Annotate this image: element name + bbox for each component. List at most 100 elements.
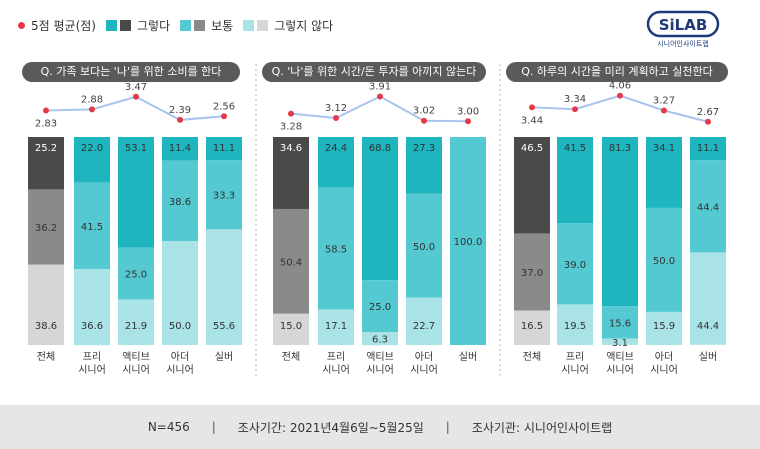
bar-segment-no: [514, 310, 550, 345]
bar-segment-neutral: [362, 280, 398, 333]
category-label: 액티브: [366, 351, 394, 363]
data-label-no: 44.4: [697, 321, 719, 332]
bar-segment-yes: [162, 137, 198, 161]
average-point: [288, 110, 294, 117]
bar-segment-no: [690, 252, 726, 345]
data-label-yes: 24.4: [325, 143, 347, 154]
data-label-neutral: 25.0: [369, 302, 391, 313]
category-label: 시니어: [606, 364, 634, 376]
bar-segment-no: [162, 241, 198, 345]
bar-segment-neutral: [602, 306, 638, 339]
panel-title-1: Q. 가족 보다는 '나'를 위한 소비를 한다: [22, 62, 240, 82]
average-value-label: 3.02: [413, 106, 435, 117]
data-label-neutral: 50.0: [653, 256, 675, 267]
data-label-neutral: 50.0: [413, 242, 435, 253]
legend-average-label: 5점 평균(점): [31, 18, 96, 33]
bar-segment-yes: [118, 137, 154, 248]
bar-segment-neutral: [28, 189, 64, 265]
category-label: 실버: [699, 351, 717, 363]
category-label: 액티브: [606, 351, 634, 363]
data-label-no: 17.1: [325, 321, 347, 332]
bar-segment-no: [646, 311, 682, 345]
bar-segment-neutral: [273, 208, 309, 314]
category-label: 실버: [459, 351, 477, 363]
footer: N=456 | 조사기간: 2021년4월6일~5월25일 | 조사기관: 시니…: [0, 405, 760, 449]
average-point: [465, 118, 471, 125]
data-label-neutral: 37.0: [521, 268, 543, 279]
data-label-neutral: 33.3: [213, 191, 235, 202]
average-point: [705, 118, 711, 125]
average-value-label: 3.00: [457, 106, 479, 117]
logo-subtext: 시니어인사이트랩: [657, 39, 709, 48]
average-point: [661, 107, 667, 114]
category-label: 시니어: [322, 364, 350, 376]
bar-segment-no: [602, 338, 638, 345]
average-value-label: 3.47: [125, 82, 147, 93]
average-value-label: 3.34: [564, 94, 586, 105]
bar-segment-neutral: [646, 207, 682, 312]
data-label-neutral: 58.5: [325, 245, 347, 256]
category-label: 실버: [215, 351, 233, 363]
yes-teal-swatch: [105, 19, 117, 31]
bar-segment-yes: [273, 137, 309, 209]
average-value-label: 3.28: [280, 122, 302, 133]
category-label: 아더: [171, 351, 189, 363]
data-label-neutral: 25.0: [125, 269, 147, 280]
average-point: [377, 93, 383, 100]
no-teal-swatch: [243, 19, 255, 31]
bar-segment-neutral: [74, 182, 110, 270]
average-line: [290, 95, 469, 123]
data-label-yes: 11.4: [169, 143, 191, 154]
category-label: 시니어: [650, 364, 678, 376]
data-label-neutral: 100.0: [454, 237, 483, 248]
average-value-label: 3.44: [521, 115, 543, 126]
data-label-yes: 53.1: [125, 143, 147, 154]
logo-text: SiLAB: [659, 16, 708, 34]
average-point: [177, 116, 183, 123]
bar-segment-yes: [602, 137, 638, 307]
data-label-neutral: 39.0: [564, 260, 586, 271]
average-point: [333, 115, 339, 121]
bar-segment-yes: [28, 137, 64, 190]
data-label-neutral: 41.5: [81, 222, 103, 233]
data-label-neutral: 36.2: [35, 223, 57, 234]
category-label: 프리: [83, 351, 101, 363]
legend-yes-label: 그렇다: [136, 18, 171, 33]
bar-segment-neutral: [318, 187, 354, 310]
category-label: 프리: [327, 351, 345, 363]
category-label: 시니어: [122, 364, 150, 376]
bar-segment-yes: [318, 137, 354, 188]
category-label: 시니어: [78, 364, 106, 376]
bar-segment-yes: [206, 137, 242, 161]
bar-segment-yes: [362, 137, 398, 281]
average-dot-icon: [18, 21, 25, 29]
bar-segment-yes: [514, 137, 550, 234]
bar-segment-neutral: [162, 160, 198, 241]
category-label: 전체: [37, 351, 55, 363]
panel-title-2: Q. '나'를 위한 시간/돈 투자를 아끼지 않는다: [262, 62, 486, 82]
data-label-no: 55.6: [213, 321, 235, 332]
data-label-yes: 68.8: [369, 143, 391, 154]
average-value-label: 4.06: [609, 81, 631, 92]
average-value-label: 3.27: [653, 96, 675, 107]
data-label-yes: 34.6: [280, 143, 302, 154]
category-label: 프리: [566, 351, 584, 363]
average-value-label: 2.83: [35, 119, 57, 130]
data-label-no: 15.0: [280, 321, 302, 332]
data-label-yes: 25.2: [35, 143, 57, 154]
average-value-label: 3.91: [369, 81, 391, 92]
data-label-yes: 34.1: [653, 143, 675, 154]
average-line: [531, 94, 709, 123]
footer-separator: |: [211, 420, 216, 434]
average-value-label: 3.12: [325, 103, 347, 114]
data-label-no: 3.1: [612, 338, 628, 349]
average-point: [421, 117, 427, 124]
panel-title-3: Q. 하루의 시간을 미리 계획하고 실천한다: [506, 62, 728, 82]
data-label-neutral: 44.4: [697, 202, 719, 213]
data-label-no: 50.0: [169, 321, 191, 332]
category-label: 아더: [655, 351, 673, 363]
data-label-neutral: 15.6: [609, 318, 631, 329]
bar-segment-no: [28, 264, 64, 345]
legend-neutral-label: 보통: [211, 18, 234, 33]
bar-segment-neutral: [206, 160, 242, 230]
